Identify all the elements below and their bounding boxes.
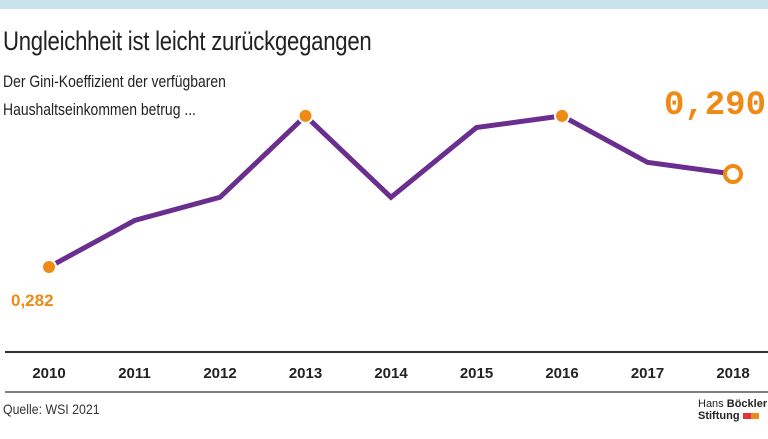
chart-title: Ungleichheit ist leicht zurückgegangen bbox=[3, 26, 372, 56]
data-point-2010 bbox=[43, 261, 55, 274]
x-tick-label-2010: 2010 bbox=[32, 365, 65, 382]
x-tick-label-2012: 2012 bbox=[203, 365, 236, 382]
x-tick-label-2017: 2017 bbox=[631, 365, 664, 382]
data-point-2016 bbox=[556, 109, 568, 122]
x-tick-label-2018: 2018 bbox=[716, 365, 749, 382]
data-label-2010: 0,282 bbox=[11, 291, 54, 310]
x-tick-label-2015: 2015 bbox=[460, 365, 493, 382]
x-tick-label-2011: 2011 bbox=[118, 365, 151, 382]
top-accent-bar bbox=[0, 0, 768, 9]
chart-subtitle-line-2: Haushaltseinkommen betrug ... bbox=[3, 100, 196, 119]
x-tick-label-2013: 2013 bbox=[289, 365, 322, 382]
data-point-2018 bbox=[723, 164, 743, 185]
source-note: Quelle: WSI 2021 bbox=[3, 401, 100, 417]
data-point-2013 bbox=[299, 109, 312, 122]
chart-subtitle-line-1: Der Gini-Koeffizient der verfügbaren bbox=[3, 72, 226, 91]
hans-boeckler-logo: Hans Böckler Stiftung bbox=[698, 398, 768, 422]
x-tick-label-2016: 2016 bbox=[545, 365, 578, 382]
series-line bbox=[47, 112, 734, 270]
x-tick-label-2014: 2014 bbox=[374, 365, 408, 382]
data-label-2018: 0,290 bbox=[664, 87, 766, 125]
